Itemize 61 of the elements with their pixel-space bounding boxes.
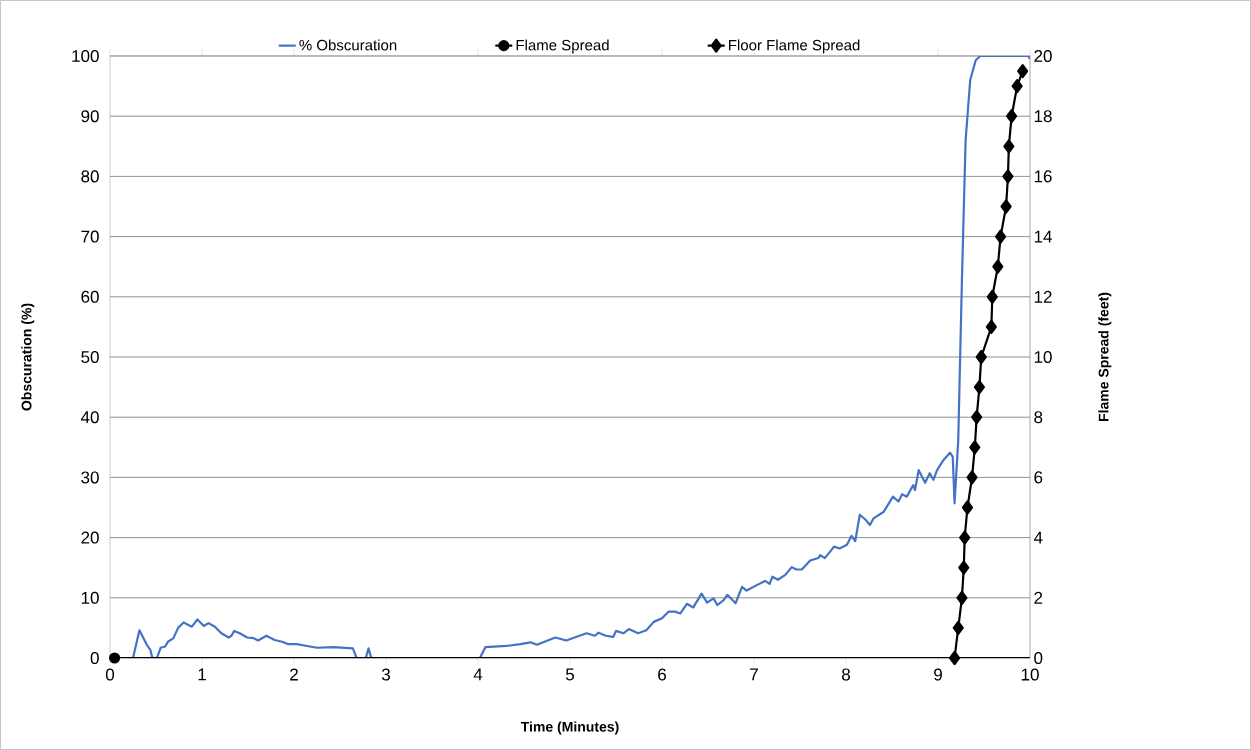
y2-tick-label: 12 [1034, 290, 1052, 303]
point [973, 380, 985, 395]
point [969, 440, 981, 455]
point [1000, 199, 1012, 214]
y-tick-label: 70 [81, 230, 99, 243]
point [985, 319, 997, 334]
point [961, 500, 974, 515]
y-tick-label: 90 [81, 110, 99, 123]
point [1017, 63, 1029, 79]
point [956, 590, 968, 605]
y2-tick-label: 14 [1034, 230, 1052, 243]
y-tick-label: 0 [90, 651, 99, 665]
x-tick-label: 1 [198, 668, 206, 681]
legend-label: Floor Flame Spread [729, 39, 860, 54]
point [959, 530, 971, 545]
y2-tick-label: 0 [1034, 651, 1043, 665]
point [1003, 139, 1015, 154]
y-axis-title: Obscuration (%) [21, 303, 35, 411]
x-tick-label: 10 [1021, 668, 1039, 681]
y2-tick-label: 20 [1034, 49, 1052, 63]
y-tick-label: 50 [81, 350, 99, 364]
point [966, 470, 978, 485]
x-tick-label: 3 [381, 668, 390, 681]
point [952, 620, 964, 635]
y2-tick-label: 18 [1034, 110, 1052, 123]
y2-tick-label: 6 [1034, 471, 1043, 484]
x-tick-label: 7 [750, 668, 758, 681]
point [1011, 79, 1023, 94]
point [994, 229, 1007, 244]
x-tick-label: 2 [290, 668, 298, 681]
y2-tick-label: 8 [1034, 411, 1043, 424]
point [1002, 169, 1014, 184]
x-tick-label: 8 [842, 668, 850, 681]
legend-label: % Obscuration [299, 39, 397, 51]
point [109, 652, 121, 664]
point [948, 650, 961, 666]
x-tick-label: 6 [658, 668, 666, 681]
y-tick-label: 40 [80, 411, 99, 424]
x-tick-label: 5 [565, 668, 575, 681]
y-tick-label: 80 [81, 170, 99, 183]
y2-tick-label: 4 [1033, 531, 1043, 544]
y2-axis-title: Flame Spread (feet) [1098, 292, 1112, 422]
point [1006, 109, 1018, 124]
legend-label: Flame Spread [516, 39, 609, 54]
point [986, 289, 998, 304]
point [958, 560, 970, 575]
y2-tick-label: 2 [1034, 591, 1043, 604]
y-tick-label: 20 [81, 531, 99, 544]
point [971, 410, 983, 425]
y-tick-label: 100 [72, 49, 99, 63]
y-tick-label: 30 [81, 471, 99, 484]
x-tick-label: 4 [473, 668, 483, 681]
point [992, 259, 1004, 274]
y-tick-label: 60 [81, 290, 99, 303]
x-tick-label: 0 [105, 668, 115, 681]
y2-tick-label: 16 [1034, 170, 1052, 183]
x-axis-title: Time (Minutes) [520, 721, 619, 735]
x-tick-label: 9 [934, 668, 942, 681]
y-tick-label: 10 [81, 591, 99, 604]
y2-tick-label: 10 [1034, 350, 1052, 364]
point [975, 349, 987, 365]
